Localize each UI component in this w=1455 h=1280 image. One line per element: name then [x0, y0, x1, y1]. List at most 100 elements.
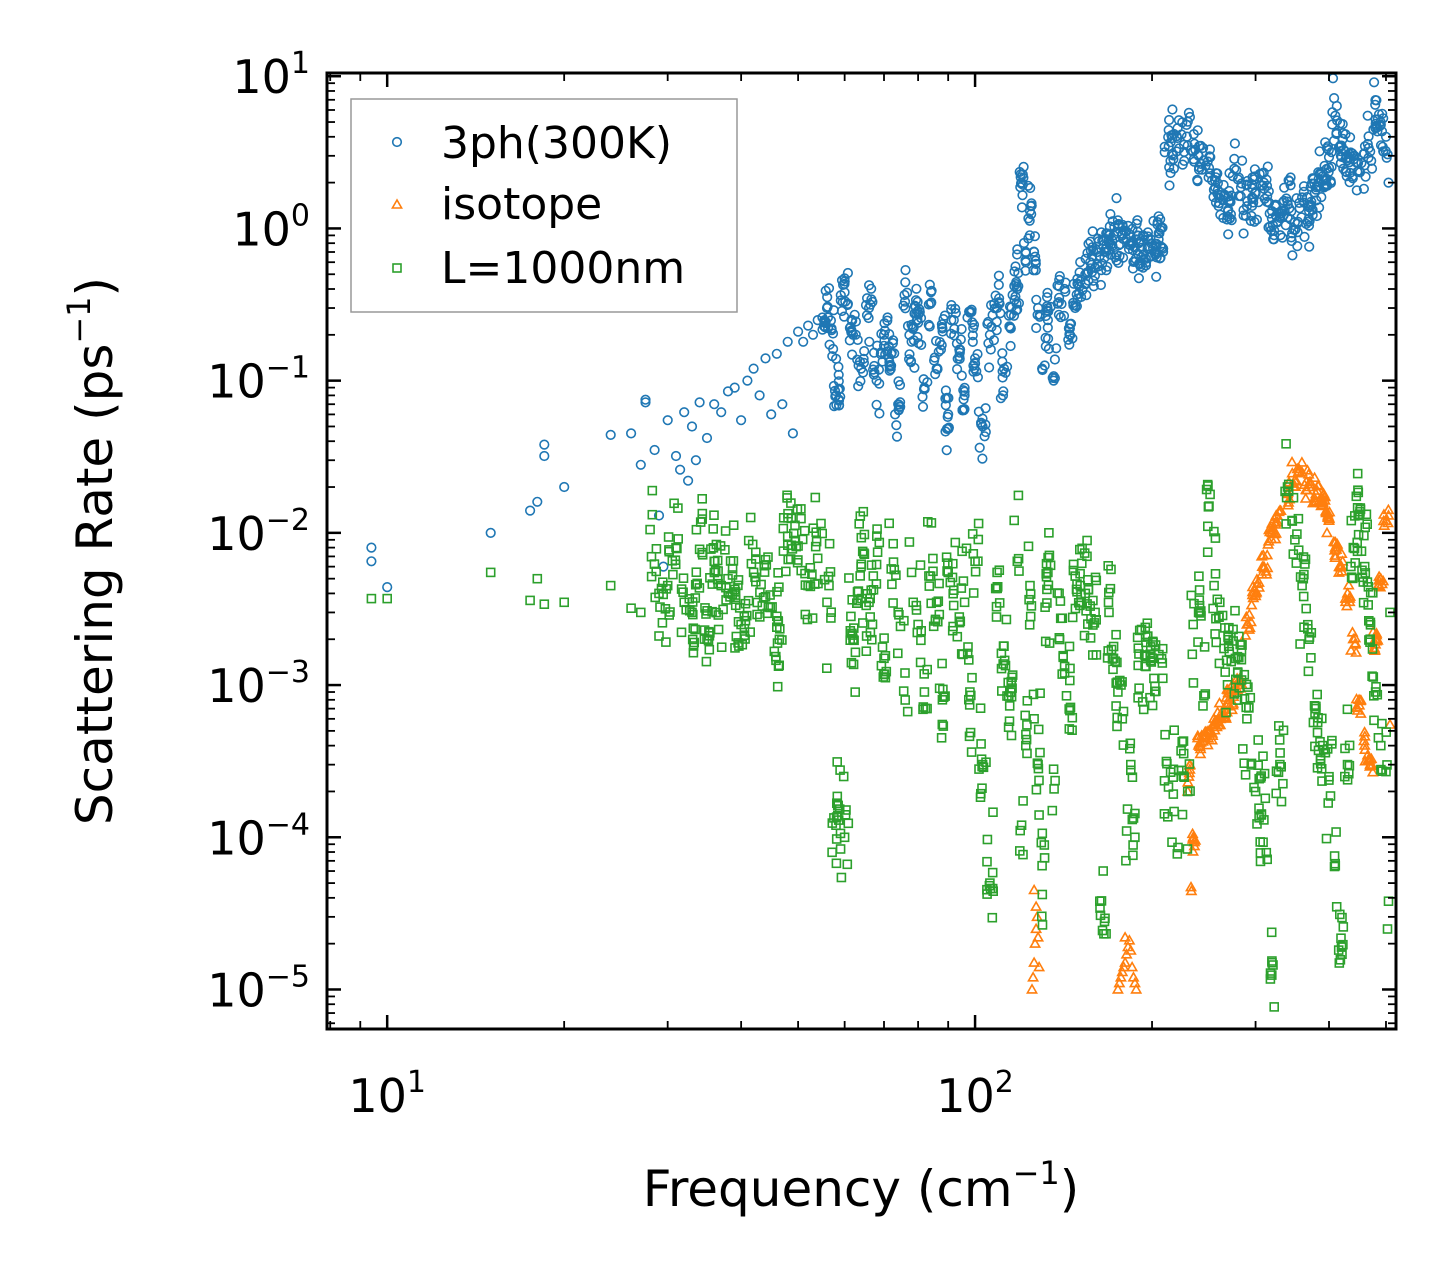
3ph-point	[1159, 147, 1170, 158]
isotope-point	[1339, 595, 1352, 607]
L1000nm-point	[1133, 692, 1143, 703]
L1000nm-point	[916, 635, 926, 646]
3ph-point	[1266, 225, 1277, 236]
legend-box	[350, 98, 738, 313]
3ph-point	[886, 347, 897, 358]
axis-ticks	[327, 73, 1396, 1029]
L1000nm-point	[1103, 597, 1114, 608]
3ph-point	[822, 301, 833, 312]
L1000nm-point	[1253, 760, 1263, 771]
L1000nm-point	[1118, 706, 1129, 717]
isotope-point	[1270, 508, 1283, 520]
L1000nm-point	[824, 538, 835, 549]
3ph-point	[967, 336, 978, 348]
3ph-point	[1229, 138, 1240, 149]
L1000nm-point	[697, 514, 708, 524]
L1000nm-point	[871, 531, 882, 541]
3ph-point	[1005, 322, 1016, 334]
3ph-point	[853, 381, 864, 392]
isotope-point	[1339, 592, 1352, 603]
L1000nm-point	[1075, 568, 1085, 579]
isotope-point	[1302, 468, 1315, 479]
L1000nm-point	[1224, 622, 1234, 633]
3ph-point	[1101, 265, 1112, 276]
L1000nm-point	[1261, 847, 1272, 858]
3ph-point	[1052, 298, 1063, 309]
L1000nm-point	[668, 569, 678, 580]
L1000nm-point	[765, 590, 775, 600]
3ph-point	[1063, 323, 1074, 334]
L1000nm-point	[771, 622, 782, 633]
L1000nm-point	[1134, 683, 1144, 694]
L1000nm-point	[1349, 543, 1360, 554]
L1000nm-point	[1369, 690, 1379, 701]
L1000nm-point	[1381, 727, 1391, 737]
L1000nm-point	[1082, 535, 1092, 546]
3ph-point	[936, 319, 948, 330]
3ph-point	[867, 364, 879, 375]
3ph-point	[1029, 231, 1040, 242]
3ph-point	[868, 369, 880, 380]
L1000nm-point	[740, 615, 751, 626]
L1000nm-point	[924, 571, 934, 581]
L1000nm-point	[1312, 727, 1323, 738]
3ph-point	[1363, 131, 1374, 142]
L1000nm-point	[866, 634, 877, 645]
L1000nm-point	[1298, 552, 1309, 562]
L1000nm-point	[796, 513, 806, 524]
3ph-point	[904, 349, 915, 360]
L1000nm-point	[1176, 745, 1186, 756]
3ph-point	[871, 399, 882, 410]
isotope-point	[1124, 944, 1137, 955]
isotope-point	[1119, 956, 1132, 967]
isotope-point	[1202, 732, 1215, 743]
L1000nm-point	[1128, 850, 1138, 861]
L1000nm-point	[887, 579, 897, 590]
isotope-point	[1032, 931, 1045, 942]
3ph-point	[991, 316, 1002, 327]
L1000nm-point	[835, 844, 846, 854]
L1000nm-point	[959, 597, 970, 608]
L1000nm-point	[1006, 730, 1017, 741]
isotope-point	[1308, 495, 1321, 506]
3ph-point	[1017, 179, 1028, 190]
L1000nm-point	[1143, 631, 1153, 641]
isotope-point	[1028, 883, 1041, 895]
3ph-point	[842, 267, 854, 279]
3ph-point	[974, 442, 985, 453]
isotope-point	[1260, 568, 1273, 579]
isotope-point	[1028, 956, 1041, 967]
3ph-point	[1261, 196, 1272, 207]
3ph-point	[1280, 220, 1291, 231]
3ph-point	[989, 298, 1000, 310]
L1000nm-point	[1308, 717, 1319, 728]
L1000nm-point	[1304, 632, 1315, 642]
L1000nm-point	[539, 599, 550, 610]
3ph-point	[679, 407, 690, 418]
L1000nm-point	[1028, 689, 1039, 700]
y-tick-label: 101	[232, 46, 310, 104]
L1000nm-point	[1214, 658, 1225, 669]
L1000nm-point	[968, 548, 979, 559]
L1000nm-point	[816, 518, 826, 529]
3ph-point	[748, 363, 759, 374]
3ph-point	[846, 349, 858, 360]
L1000nm-point	[855, 571, 866, 581]
3ph-point	[1292, 218, 1303, 229]
3ph-point	[1240, 210, 1252, 222]
L1000nm-point	[1003, 722, 1014, 733]
3ph-point	[894, 379, 906, 391]
3ph-point	[1223, 229, 1234, 240]
L1000nm-point	[1194, 585, 1205, 595]
y-tick-label-exp: −5	[266, 959, 310, 994]
L1000nm-point	[650, 592, 661, 603]
3ph-point	[674, 464, 686, 475]
L1000nm-point	[924, 581, 935, 591]
L1000nm-point	[1196, 611, 1206, 621]
3ph-point	[1127, 223, 1138, 234]
L1000nm-point	[1352, 468, 1363, 479]
L1000nm-point	[1081, 605, 1091, 616]
L1000nm-point	[1238, 744, 1248, 754]
L1000nm-point	[1058, 652, 1068, 663]
3ph-point	[882, 315, 893, 326]
